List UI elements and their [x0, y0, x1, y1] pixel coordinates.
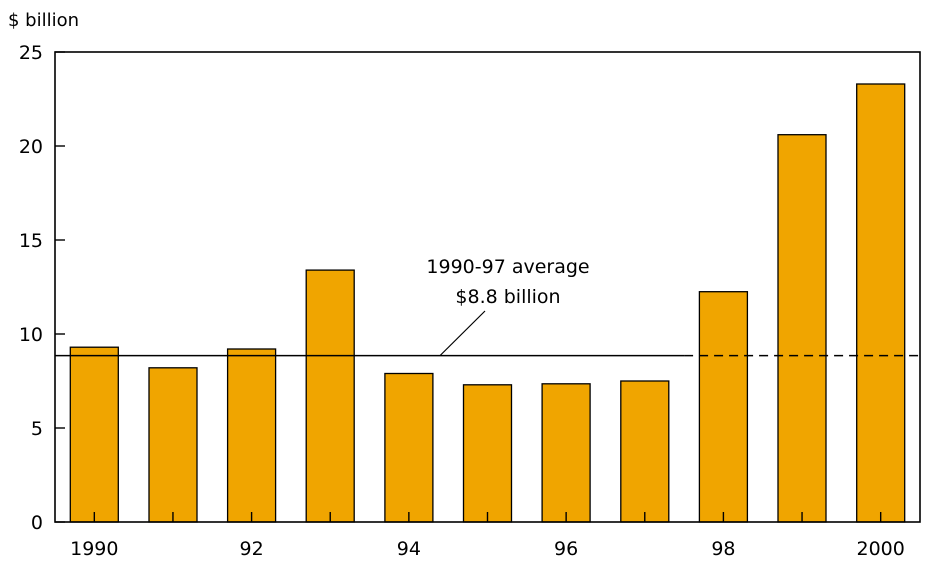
axes-layer: 0 5 10 15 20 25 1990 92 94 96 98 2000 — [19, 42, 921, 560]
y-tick-label: 0 — [31, 512, 43, 534]
x-tick-label: 2000 — [857, 538, 905, 560]
bar-1997 — [620, 380, 670, 523]
x-tick-label: 96 — [554, 538, 578, 560]
y-axis-unit-label: $ billion — [8, 10, 79, 31]
bar-1994 — [384, 372, 434, 523]
bar-1998 — [698, 291, 749, 523]
bar-1993 — [305, 269, 355, 523]
x-tick-label: 94 — [397, 538, 421, 560]
bar-1991 — [148, 367, 198, 523]
y-tick-label: 15 — [19, 230, 43, 252]
y-tick-label: 10 — [19, 324, 43, 346]
bar-1996 — [541, 383, 591, 523]
bars-layer — [69, 83, 906, 523]
x-tick-label: 1990 — [70, 538, 118, 560]
y-tick-label: 5 — [31, 418, 43, 440]
bar-1999 — [777, 134, 827, 523]
annotation-label-line1: 1990-97 average — [426, 256, 589, 278]
bar-2000 — [856, 83, 906, 523]
bar-1990 — [69, 346, 119, 523]
x-tick-label: 92 — [239, 538, 263, 560]
bar-1995 — [462, 384, 513, 523]
annotation-label-line2: $8.8 billion — [455, 286, 560, 308]
annotation-leader-line — [439, 310, 486, 357]
y-tick-label: 20 — [19, 136, 43, 158]
x-tick-label: 98 — [711, 538, 735, 560]
annotation-layer: 1990-97 average $8.8 billion — [426, 256, 590, 357]
bar-1992 — [226, 348, 277, 523]
y-tick-label: 25 — [19, 42, 43, 64]
